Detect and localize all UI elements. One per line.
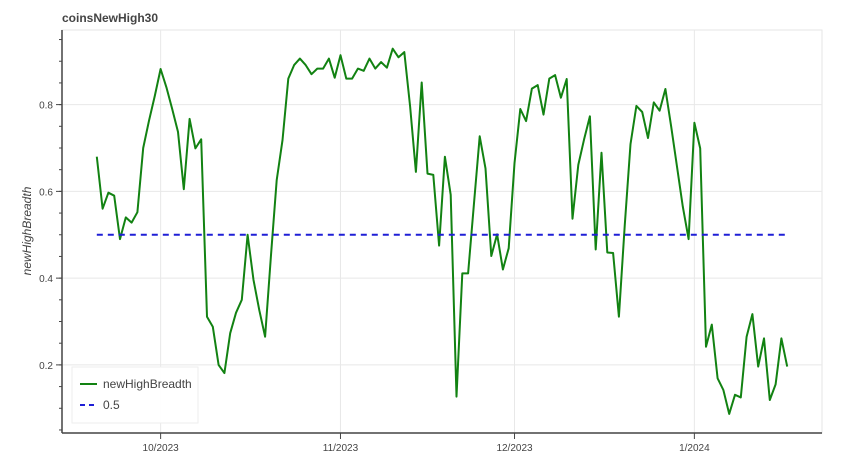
y-tick-label: 0.2: [39, 361, 53, 372]
y-tick-label: 0.4: [39, 274, 53, 285]
x-tick-label: 11/2023: [323, 443, 359, 454]
chart-title: coinsNewHigh30: [62, 11, 158, 25]
y-axis-label: newHighBreadth: [20, 186, 34, 275]
x-tick-label: 12/2023: [496, 443, 533, 454]
y-tick-label: 0.8: [39, 101, 53, 112]
x-tick-label: 10/2023: [143, 443, 180, 454]
y-tick-label: 0.6: [39, 187, 53, 198]
legend-label-newhighbreadth: newHighBreadth: [103, 377, 192, 391]
legend-box: [72, 367, 198, 423]
legend-label-threshold: 0.5: [103, 398, 120, 412]
legend: newHighBreadth 0.5: [72, 367, 198, 423]
x-tick-label: 1/2024: [679, 443, 710, 454]
